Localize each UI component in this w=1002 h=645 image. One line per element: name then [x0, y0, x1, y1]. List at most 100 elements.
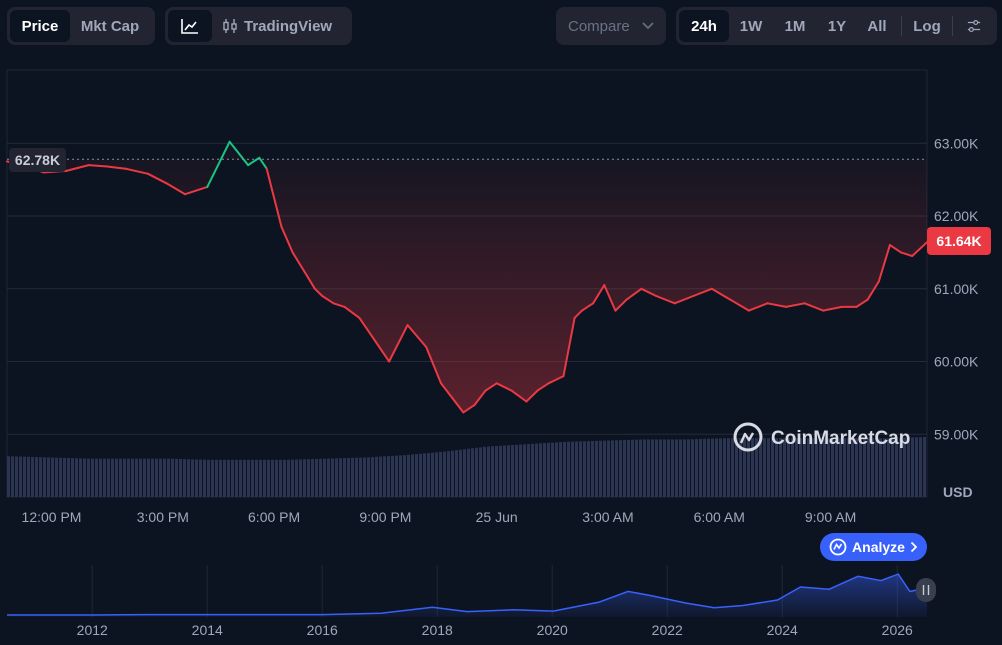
chart-type-toggle: Price Mkt Cap: [7, 7, 155, 45]
volume-bar: [135, 458, 138, 497]
volume-bar: [275, 459, 278, 497]
volume-bar: [903, 437, 906, 497]
volume-bar: [311, 459, 314, 497]
volume-bar: [835, 438, 838, 497]
watermark: CoinMarketCap: [733, 422, 910, 452]
volume-bar: [239, 459, 242, 497]
x-tick-label: 9:00 AM: [805, 509, 856, 525]
toolbar-divider: [901, 16, 902, 36]
tab-price[interactable]: Price: [10, 10, 70, 42]
volume-bar: [19, 456, 22, 497]
price-line-segment: [510, 389, 528, 403]
chart-settings-button[interactable]: [957, 10, 991, 42]
price-line-segment: [785, 302, 806, 308]
volume-bar: [31, 456, 34, 497]
navigator-tick-label: 2022: [652, 622, 683, 638]
volume-bar: [503, 445, 506, 497]
volume-bar: [523, 444, 526, 497]
volume-bar: [443, 451, 446, 497]
volume-bar: [111, 458, 114, 497]
volume-bar: [211, 459, 214, 497]
price-line-segment: [640, 287, 658, 297]
compare-dropdown[interactable]: Compare: [556, 7, 666, 45]
volume-bar: [255, 459, 258, 497]
volume-bar: [219, 459, 222, 497]
volume-bar: [395, 455, 398, 497]
volume-bar: [535, 443, 538, 497]
price-area-fill: [7, 141, 927, 413]
volume-bar: [7, 456, 10, 497]
volume-bar: [195, 459, 198, 497]
volume-bar: [571, 441, 574, 497]
price-label-current: 61.64K: [927, 227, 991, 255]
volume-bar: [727, 438, 730, 497]
range-1y[interactable]: 1Y: [827, 17, 847, 35]
volume-bar: [359, 457, 362, 497]
volume-bar: [371, 457, 374, 497]
volume-bar: [379, 456, 382, 497]
log-scale-button[interactable]: Log: [913, 17, 941, 35]
watermark-text: CoinMarketCap: [771, 428, 910, 449]
range-all[interactable]: All: [867, 17, 887, 35]
volume-bar: [447, 451, 450, 497]
range-navigator[interactable]: [7, 565, 928, 617]
volume-bar: [807, 438, 810, 497]
x-tick-label: 12:00 PM: [22, 509, 82, 525]
volume-bar: [731, 438, 734, 497]
chevron-right-icon: [910, 541, 918, 553]
volume-bar: [51, 457, 54, 497]
navigator-handle[interactable]: [916, 578, 936, 602]
price-line-segment: [573, 309, 583, 319]
volume-bar: [539, 443, 542, 497]
volume-bar: [775, 438, 778, 497]
volume-bar: [303, 459, 306, 497]
price-line-segment: [280, 225, 294, 254]
y-axis: 63.00K 62.00K 61.00K 60.00K 59.00K: [934, 135, 979, 442]
price-line-segment: [147, 172, 168, 185]
volume-bar: [615, 440, 618, 497]
volume-bar: [147, 458, 150, 497]
volume-bar: [339, 458, 342, 497]
volume-bar: [279, 459, 282, 497]
price-line-segment: [673, 295, 695, 305]
volume-bar: [583, 441, 586, 497]
volume-bar: [103, 458, 106, 497]
volume-bar: [263, 459, 266, 497]
y-tick-label: 61.00K: [934, 281, 979, 297]
tradingview-button[interactable]: TradingView: [212, 10, 342, 42]
volume-bar: [527, 444, 530, 497]
volume-bar: [399, 455, 402, 497]
volume-bar: [47, 457, 50, 497]
volume-bar: [811, 438, 814, 497]
sliders-icon: [967, 19, 981, 33]
volume-bar: [715, 438, 718, 497]
volume-bar: [323, 458, 326, 497]
volume-bar: [875, 438, 878, 497]
volume-bar: [827, 438, 830, 497]
line-chart-button[interactable]: [168, 10, 212, 42]
range-1m[interactable]: 1M: [784, 17, 806, 35]
price-line-segment: [822, 305, 843, 312]
tab-market-cap[interactable]: Mkt Cap: [80, 17, 140, 35]
volume-bar: [859, 438, 862, 497]
volume-bar: [499, 445, 502, 497]
volume-bar: [915, 437, 918, 497]
volume-bar: [247, 459, 250, 497]
x-tick-label: 25 Jun: [476, 509, 518, 525]
volume-bar: [819, 438, 822, 497]
volume-bar: [139, 458, 142, 497]
volume-bar: [483, 446, 486, 497]
volume-bar: [815, 438, 818, 497]
volume-bar: [683, 439, 686, 497]
navigator-tick-label: 2020: [537, 622, 568, 638]
range-1w[interactable]: 1W: [739, 17, 763, 35]
navigator-tick-label: 2012: [77, 622, 108, 638]
range-24h[interactable]: 24h: [679, 10, 729, 42]
volume-bar: [719, 438, 722, 497]
volume-bar: [879, 438, 882, 497]
price-line-segment: [165, 182, 187, 196]
time-range-toggle: 24h 1W 1M 1Y All Log: [676, 7, 997, 45]
volume-bar: [647, 439, 650, 497]
analyze-button[interactable]: Analyze: [820, 533, 927, 561]
